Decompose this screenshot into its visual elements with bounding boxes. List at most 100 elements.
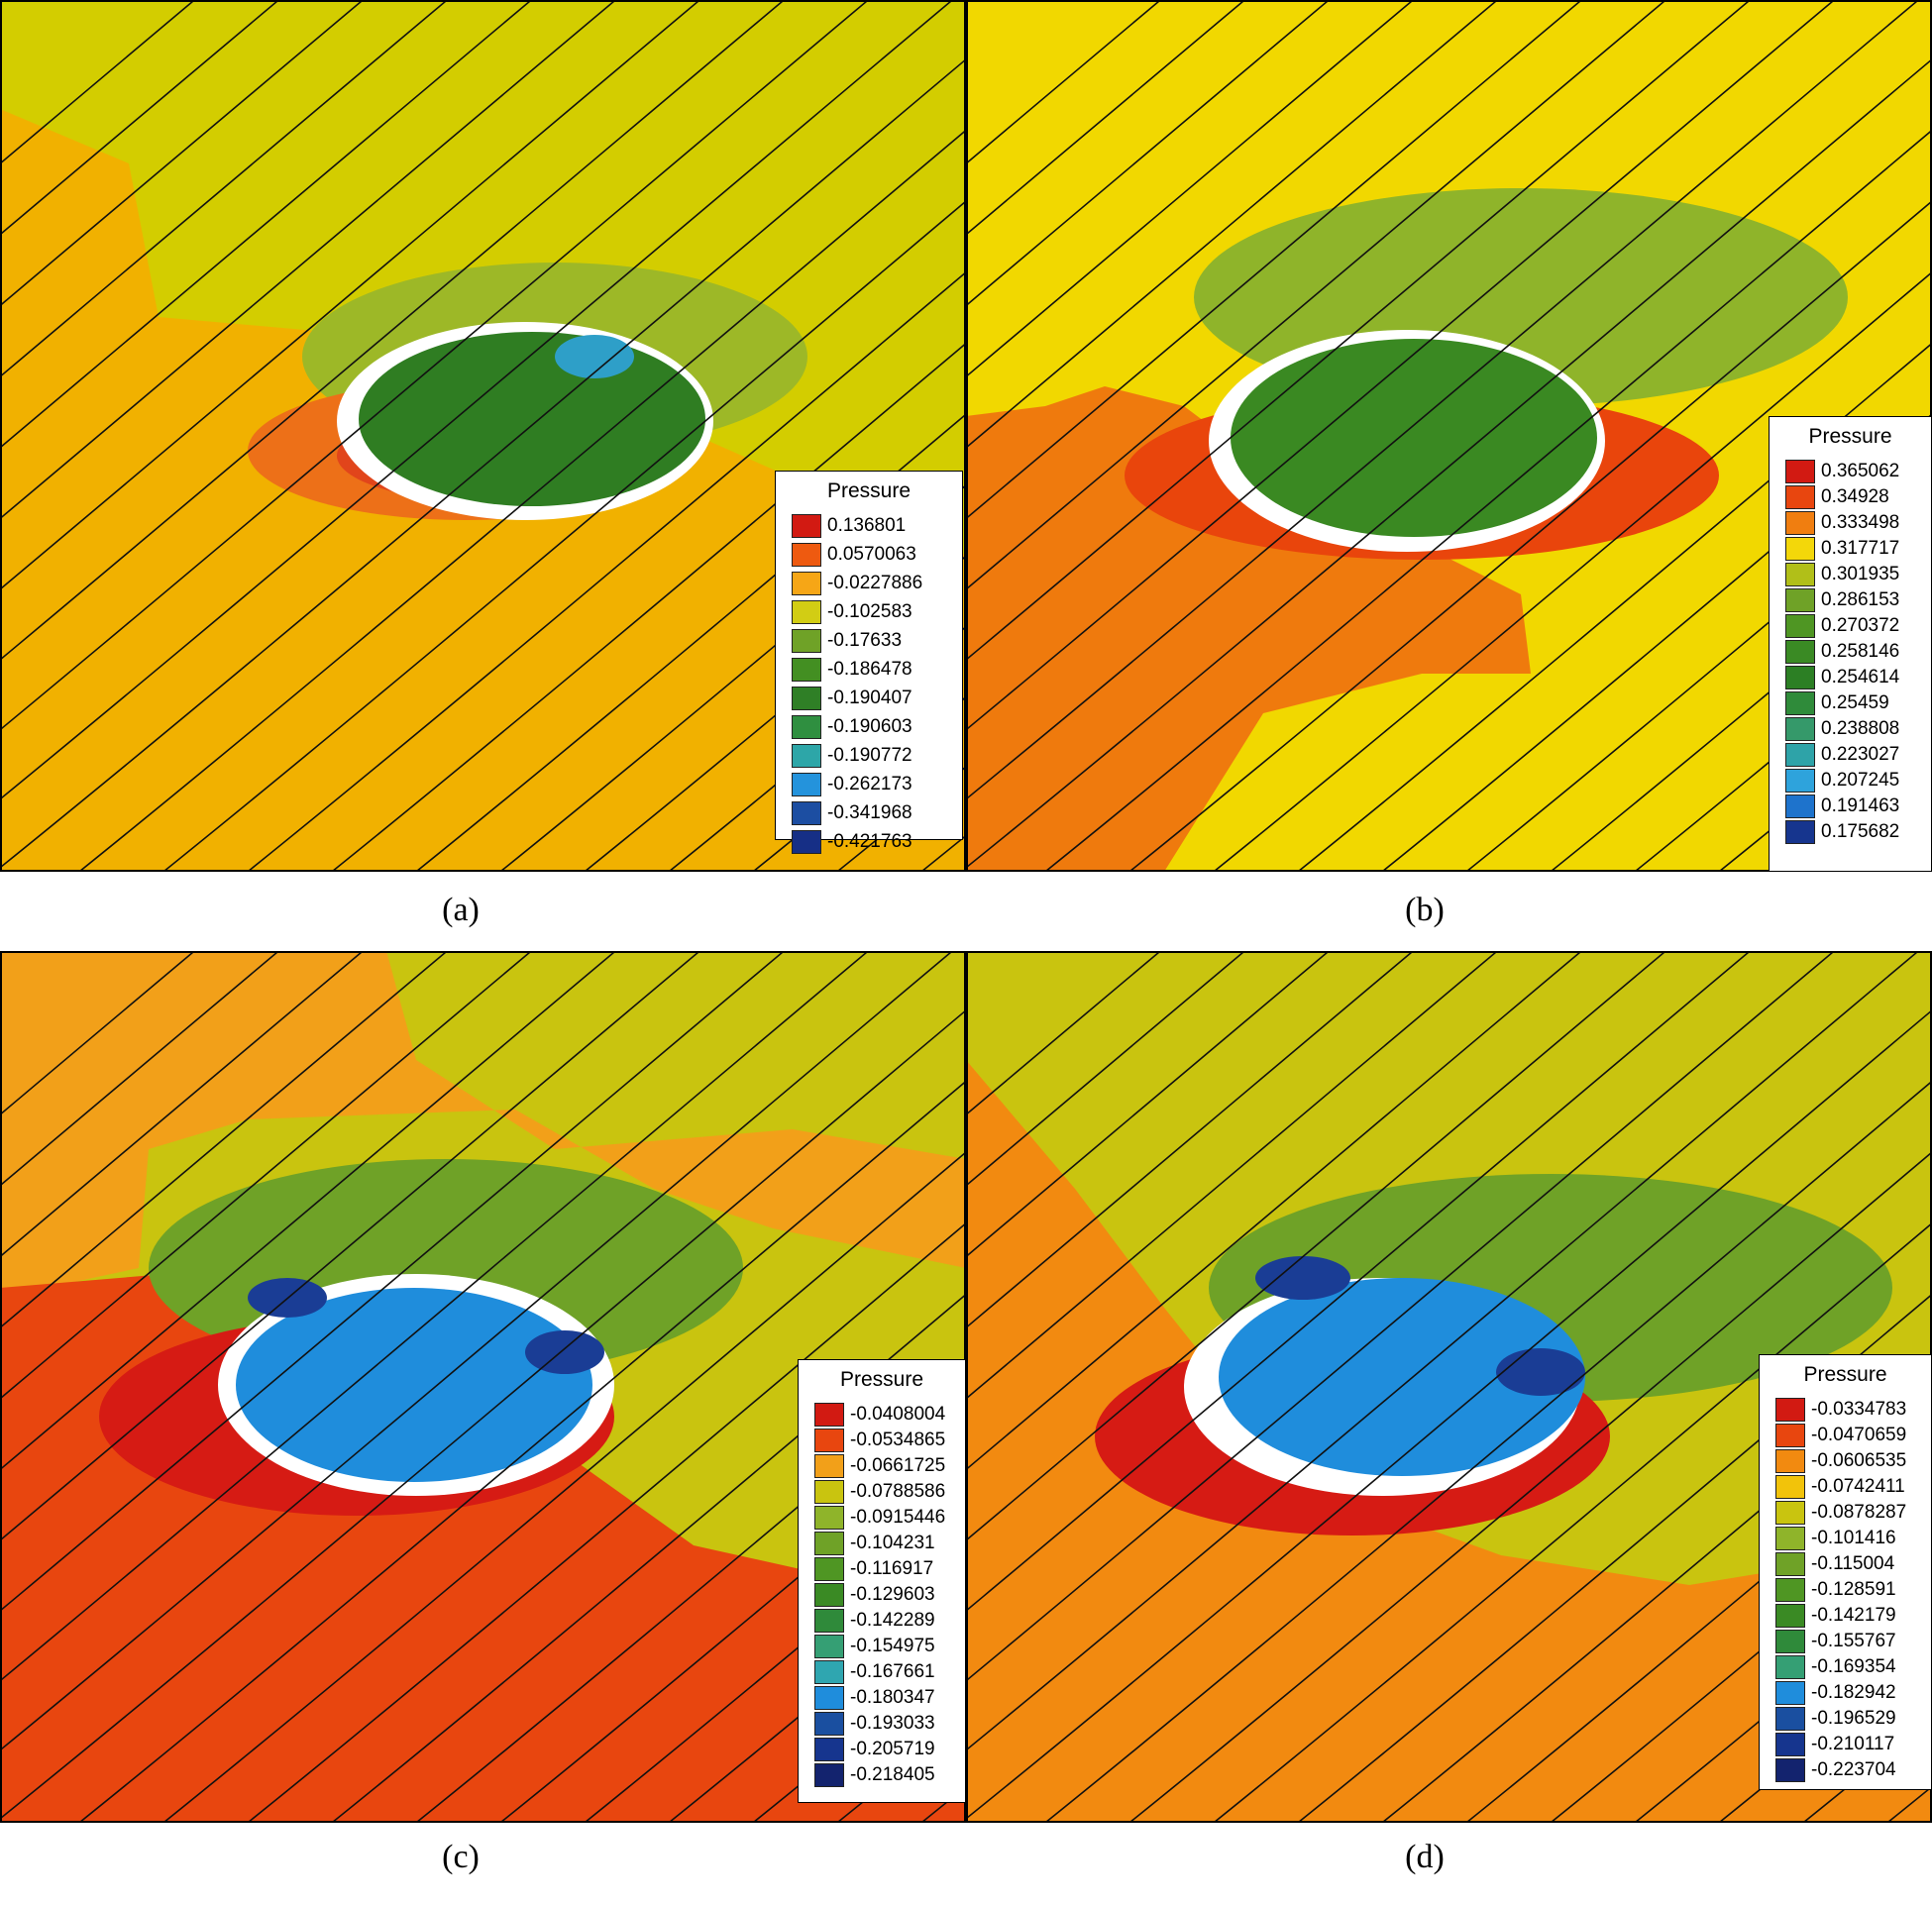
streamline [966, 951, 1667, 1542]
streamline [966, 0, 1415, 378]
contour-plot-c [0, 951, 966, 1823]
legend-row: -0.182942 [1775, 1680, 1896, 1706]
legend-row: 0.191463 [1785, 794, 1899, 819]
legend-swatch [792, 543, 821, 567]
legend-row: -0.0661725 [814, 1453, 945, 1479]
legend-swatch [814, 1506, 844, 1530]
contour-region-high [966, 386, 1531, 872]
legend-swatch [1775, 1655, 1805, 1679]
contour-region-vortex [555, 335, 634, 378]
legend-swatch [1775, 1424, 1805, 1447]
legend-title: Pressure [1808, 425, 1892, 448]
legend-label: -0.190603 [827, 716, 912, 737]
streamline [1296, 342, 1932, 872]
legend-swatch [792, 514, 821, 538]
legend-label: -0.186478 [827, 659, 912, 680]
legend-label: -0.0661725 [850, 1455, 946, 1476]
legend-swatch [1785, 460, 1815, 483]
legend-swatch [1785, 614, 1815, 638]
streamline [667, 1576, 966, 1823]
legend-row: -0.180347 [814, 1685, 935, 1711]
legend-label: -0.0878287 [1811, 1502, 1907, 1523]
legend-swatch [1785, 485, 1815, 509]
legend-row: -0.193033 [814, 1711, 935, 1737]
legend-swatch [1785, 666, 1815, 689]
streamline [330, 1293, 966, 1823]
legend-row: -0.0534865 [814, 1428, 945, 1453]
legend-row: 0.238808 [1785, 716, 1899, 742]
legend-swatch [1785, 588, 1815, 612]
streamline [1127, 200, 1932, 872]
streamline [1043, 1080, 1932, 1823]
legend-swatch [814, 1532, 844, 1555]
legend-label: -0.129603 [850, 1584, 935, 1605]
legend-label: -0.193033 [850, 1713, 935, 1734]
legend-swatch [792, 801, 821, 825]
legend-row: -0.128591 [1775, 1577, 1896, 1603]
legend-row: -0.190603 [792, 714, 912, 740]
legend-swatch [1775, 1475, 1805, 1499]
streamline [77, 129, 966, 872]
legend-row: -0.262173 [792, 772, 912, 797]
legend-label: -0.190407 [827, 688, 912, 708]
legend-label: 0.317717 [1821, 538, 1900, 559]
contour-region-vortex [525, 1330, 604, 1374]
legend-title: Pressure [826, 479, 912, 502]
legend-label: 0.254614 [1821, 667, 1900, 688]
legend-label: 0.365062 [1821, 461, 1900, 481]
legend-row: -0.167661 [814, 1659, 935, 1685]
streamline [161, 1151, 966, 1823]
legend-row: -0.102583 [792, 599, 912, 625]
legend-label: 0.258146 [1821, 641, 1900, 662]
legend-row: -0.186478 [792, 657, 912, 683]
legend-swatch [1785, 640, 1815, 664]
contour-region-inner [1219, 1278, 1585, 1476]
legend-row: 0.25459 [1785, 690, 1889, 716]
legend-row: -0.129603 [814, 1582, 935, 1608]
panel-c: Pressure -0.0408004 -0.0534865 -0.0661725 -… [0, 951, 966, 1823]
legend-row: -0.205719 [814, 1737, 935, 1762]
legend-swatch [814, 1557, 844, 1581]
legend-row: -0.0334783 [1775, 1397, 1906, 1423]
legend: Pressure -0.0408004 -0.0534865 -0.0661725 -… [798, 1359, 966, 1803]
streamline [966, 951, 1415, 1329]
legend-row: 0.0570063 [792, 542, 916, 568]
legend-row: 0.136801 [792, 513, 906, 539]
legend-swatch [1775, 1398, 1805, 1422]
contour-region-inner [359, 332, 705, 506]
streamline [966, 0, 1499, 450]
streamline [966, 0, 1246, 236]
legend-swatch [1785, 820, 1815, 844]
streamline [161, 200, 966, 872]
streamline [0, 0, 954, 800]
legend-row: -0.190407 [792, 686, 912, 711]
streamline [1633, 625, 1932, 872]
streamline [0, 951, 533, 1401]
streamline [1043, 129, 1932, 872]
streamline [966, 951, 1499, 1401]
streamline [0, 1008, 966, 1820]
legend-swatch [792, 687, 821, 710]
legend-label: -0.0470659 [1811, 1425, 1907, 1445]
legend-swatch [1785, 563, 1815, 586]
legend-label: -0.102583 [827, 601, 912, 622]
streamline [667, 625, 966, 872]
caption-b: (b) [1405, 892, 1445, 928]
contour-region-vortex [1496, 1348, 1585, 1396]
legend-row: 0.254614 [1785, 665, 1899, 690]
legend-label: -0.196529 [1811, 1708, 1896, 1729]
legend-swatch [814, 1480, 844, 1504]
legend-label: 0.136801 [827, 515, 907, 536]
caption-d: (d) [1405, 1839, 1445, 1875]
legend-label: -0.223704 [1811, 1759, 1896, 1780]
legend-swatch [792, 600, 821, 624]
legend-swatch [792, 629, 821, 653]
legend-row: 0.223027 [1785, 742, 1899, 768]
legend-row: -0.115004 [1775, 1551, 1894, 1577]
legend-swatch [1785, 794, 1815, 818]
contour-region-vortex [1255, 1256, 1350, 1300]
legend-swatch [814, 1738, 844, 1761]
legend-row: -0.17633 [792, 628, 902, 654]
legend-row: 0.175682 [1785, 819, 1899, 845]
streamlines [966, 951, 1932, 1823]
